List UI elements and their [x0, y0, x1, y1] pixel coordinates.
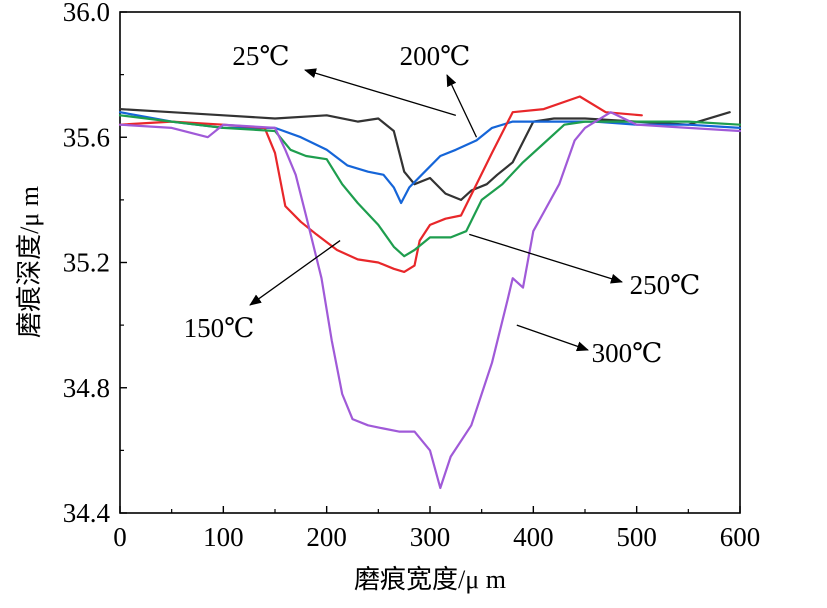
y-tick-label: 34.4 — [63, 498, 111, 528]
annotation-label-150c: 150℃ — [184, 313, 255, 343]
series-layer — [118, 95, 742, 490]
annotation-layer: 25℃ 200℃ 150℃ 250℃ 300℃ — [184, 41, 701, 368]
plot-frame — [119, 11, 741, 514]
annotation-label-25c: 25℃ — [232, 41, 289, 71]
x-tick-label: 300 — [410, 522, 451, 552]
annotation-label-250c: 250℃ — [630, 270, 701, 300]
annotation-label-300c: 300℃ — [592, 338, 663, 368]
x-tick-label: 0 — [113, 522, 127, 552]
axis-ticks: 0 100 200 300 400 500 600 34.4 34.8 35.2 35.6 36.0 — [63, 0, 761, 552]
x-tick-label: 400 — [513, 522, 554, 552]
y-tick-label: 35.2 — [63, 248, 110, 278]
annotation-arrow-250c — [469, 233, 623, 284]
annotation-arrow-150c — [249, 240, 341, 306]
y-tick-label: 35.6 — [63, 122, 110, 152]
series-line-250c — [118, 114, 742, 258]
y-tick-label: 36.0 — [63, 0, 110, 27]
annotation-arrow-25c — [304, 68, 457, 116]
y-axis-title: 磨痕深度/μ m — [15, 186, 44, 338]
x-tick-label: 600 — [720, 522, 761, 552]
series-line-25c — [118, 107, 731, 201]
annotation-arrow-200c — [446, 74, 478, 138]
series-line-150c — [118, 95, 643, 273]
y-tick-label: 34.8 — [63, 373, 110, 403]
x-tick-label: 100 — [203, 522, 244, 552]
series-line-200c — [118, 111, 742, 205]
annotation-label-200c: 200℃ — [400, 41, 471, 71]
x-axis-title: 磨痕宽度/μ m — [354, 565, 506, 594]
series-line-300c — [118, 111, 742, 490]
x-tick-label: 500 — [616, 522, 657, 552]
annotation-arrow-300c — [516, 324, 589, 352]
x-tick-label: 200 — [306, 522, 347, 552]
